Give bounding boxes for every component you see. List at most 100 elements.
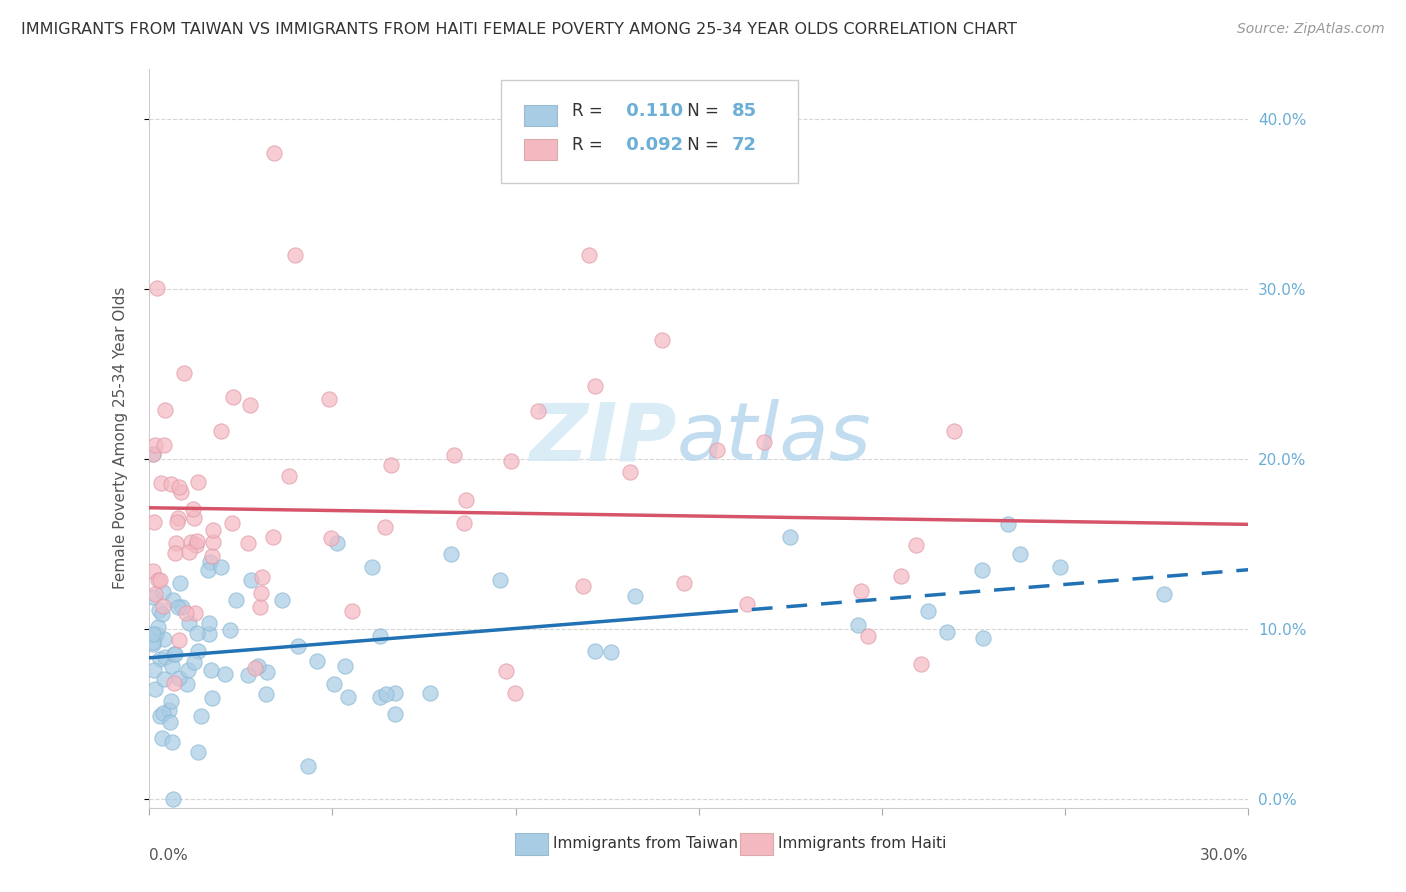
Point: [247, 659, 270, 673]
Point: [142, 447, 165, 461]
Point: [201, 534, 224, 549]
Text: R =: R =: [572, 103, 609, 120]
Point: [142, 663, 165, 677]
Point: [157, 703, 180, 717]
Y-axis label: Female Poverty Among 25-34 Year Olds: Female Poverty Among 25-34 Year Olds: [114, 287, 128, 590]
Point: [145, 681, 167, 696]
Point: [179, 615, 201, 630]
Point: [284, 248, 307, 262]
Point: [149, 708, 172, 723]
Point: [145, 627, 167, 641]
Point: [153, 632, 176, 646]
Point: [623, 589, 645, 603]
Point: [221, 516, 243, 530]
Point: [254, 687, 277, 701]
Point: [202, 523, 225, 537]
Point: [375, 687, 398, 701]
Point: [148, 573, 170, 587]
Point: [169, 672, 191, 686]
Point: [277, 469, 299, 483]
Point: [160, 694, 183, 708]
Point: [159, 714, 181, 729]
Point: [239, 398, 262, 412]
Text: Immigrants from Taiwan: Immigrants from Taiwan: [553, 836, 738, 851]
Point: [179, 535, 201, 549]
Point: [142, 634, 165, 648]
Point: [142, 590, 165, 604]
Point: [163, 648, 186, 662]
Point: [851, 584, 873, 599]
Point: [165, 647, 187, 661]
Point: [201, 549, 224, 563]
Point: [183, 511, 205, 525]
Point: [501, 454, 523, 468]
Point: [250, 570, 273, 584]
Point: [201, 691, 224, 706]
Point: [706, 442, 728, 457]
Point: [307, 654, 329, 668]
Point: [186, 626, 208, 640]
Point: [619, 465, 641, 479]
Point: [236, 668, 259, 682]
Text: ZIP: ZIP: [530, 399, 676, 477]
FancyBboxPatch shape: [524, 105, 557, 126]
Point: [360, 559, 382, 574]
Point: [166, 515, 188, 529]
Point: [167, 480, 190, 494]
Point: [163, 676, 186, 690]
Point: [419, 686, 441, 700]
Point: [380, 458, 402, 472]
Point: [527, 404, 550, 418]
Point: [239, 573, 262, 587]
Text: Immigrants from Haiti: Immigrants from Haiti: [778, 836, 946, 851]
Point: [335, 658, 357, 673]
Point: [145, 281, 167, 295]
Text: 0.092: 0.092: [620, 136, 683, 154]
Point: [177, 545, 200, 559]
Point: [153, 438, 176, 452]
Point: [297, 759, 319, 773]
Point: [200, 663, 222, 677]
Point: [972, 631, 994, 645]
Point: [190, 708, 212, 723]
Point: [323, 676, 346, 690]
Point: [453, 516, 475, 530]
Point: [143, 438, 166, 452]
Point: [997, 517, 1019, 532]
Point: [340, 604, 363, 618]
Text: 0.0%: 0.0%: [149, 847, 188, 863]
Point: [153, 650, 176, 665]
Point: [890, 569, 912, 583]
Point: [197, 563, 219, 577]
Point: [153, 403, 176, 417]
Point: [143, 515, 166, 529]
Point: [454, 493, 477, 508]
Text: R =: R =: [572, 136, 609, 154]
Point: [198, 626, 221, 640]
Point: [214, 667, 236, 681]
Point: [165, 535, 187, 549]
Point: [319, 532, 342, 546]
Text: Source: ZipAtlas.com: Source: ZipAtlas.com: [1237, 22, 1385, 37]
Point: [170, 485, 193, 500]
Point: [856, 629, 879, 643]
Point: [149, 651, 172, 665]
Point: [150, 607, 173, 621]
Point: [143, 587, 166, 601]
Point: [142, 447, 165, 461]
FancyBboxPatch shape: [524, 139, 557, 161]
Point: [152, 599, 174, 614]
Point: [183, 502, 205, 516]
Point: [326, 535, 349, 549]
Point: [186, 538, 208, 552]
Point: [162, 792, 184, 806]
Point: [673, 576, 696, 591]
Point: [209, 560, 232, 574]
Text: N =: N =: [682, 136, 724, 154]
Point: [198, 615, 221, 630]
Point: [904, 538, 927, 552]
Point: [440, 547, 463, 561]
Point: [384, 706, 406, 721]
Point: [256, 665, 278, 679]
Point: [152, 672, 174, 686]
